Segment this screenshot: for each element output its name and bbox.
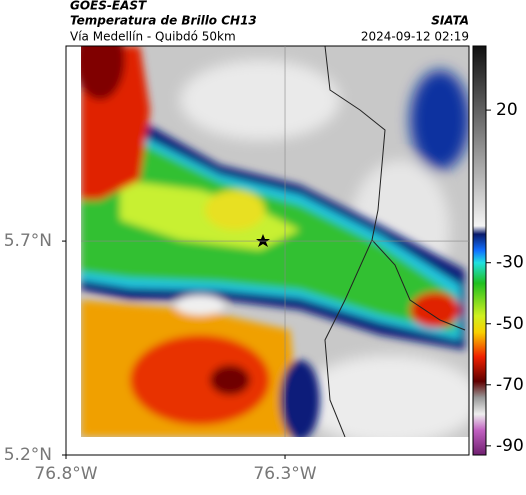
lon-tick-label: 76.3°W [253, 464, 316, 484]
colorbar-tick-label: -90 [496, 436, 524, 456]
source: GOES-EAST [70, 0, 147, 13]
map-frame [65, 45, 470, 456]
title: Temperatura de Brillo CH13 [70, 14, 257, 28]
imagery [81, 46, 469, 437]
colorbar-tick-label: 20 [496, 100, 518, 120]
colorbar [472, 45, 487, 456]
colorbar-tick-label: -50 [496, 314, 524, 334]
lat-tick-label: 5.2°N [4, 445, 52, 465]
lat-tick-label: 5.7°N [4, 231, 52, 251]
colorbar-tick-label: -30 [496, 253, 524, 273]
datetime: 2024-09-12 02:19 [361, 30, 469, 44]
colorbar-tick-label: -70 [496, 375, 524, 395]
lon-tick-label: 76.8°W [34, 464, 97, 484]
station-marker [256, 234, 270, 247]
subtitle: Vía Medellín - Quibdó 50km [70, 30, 236, 44]
brand: SIATA [431, 14, 469, 28]
